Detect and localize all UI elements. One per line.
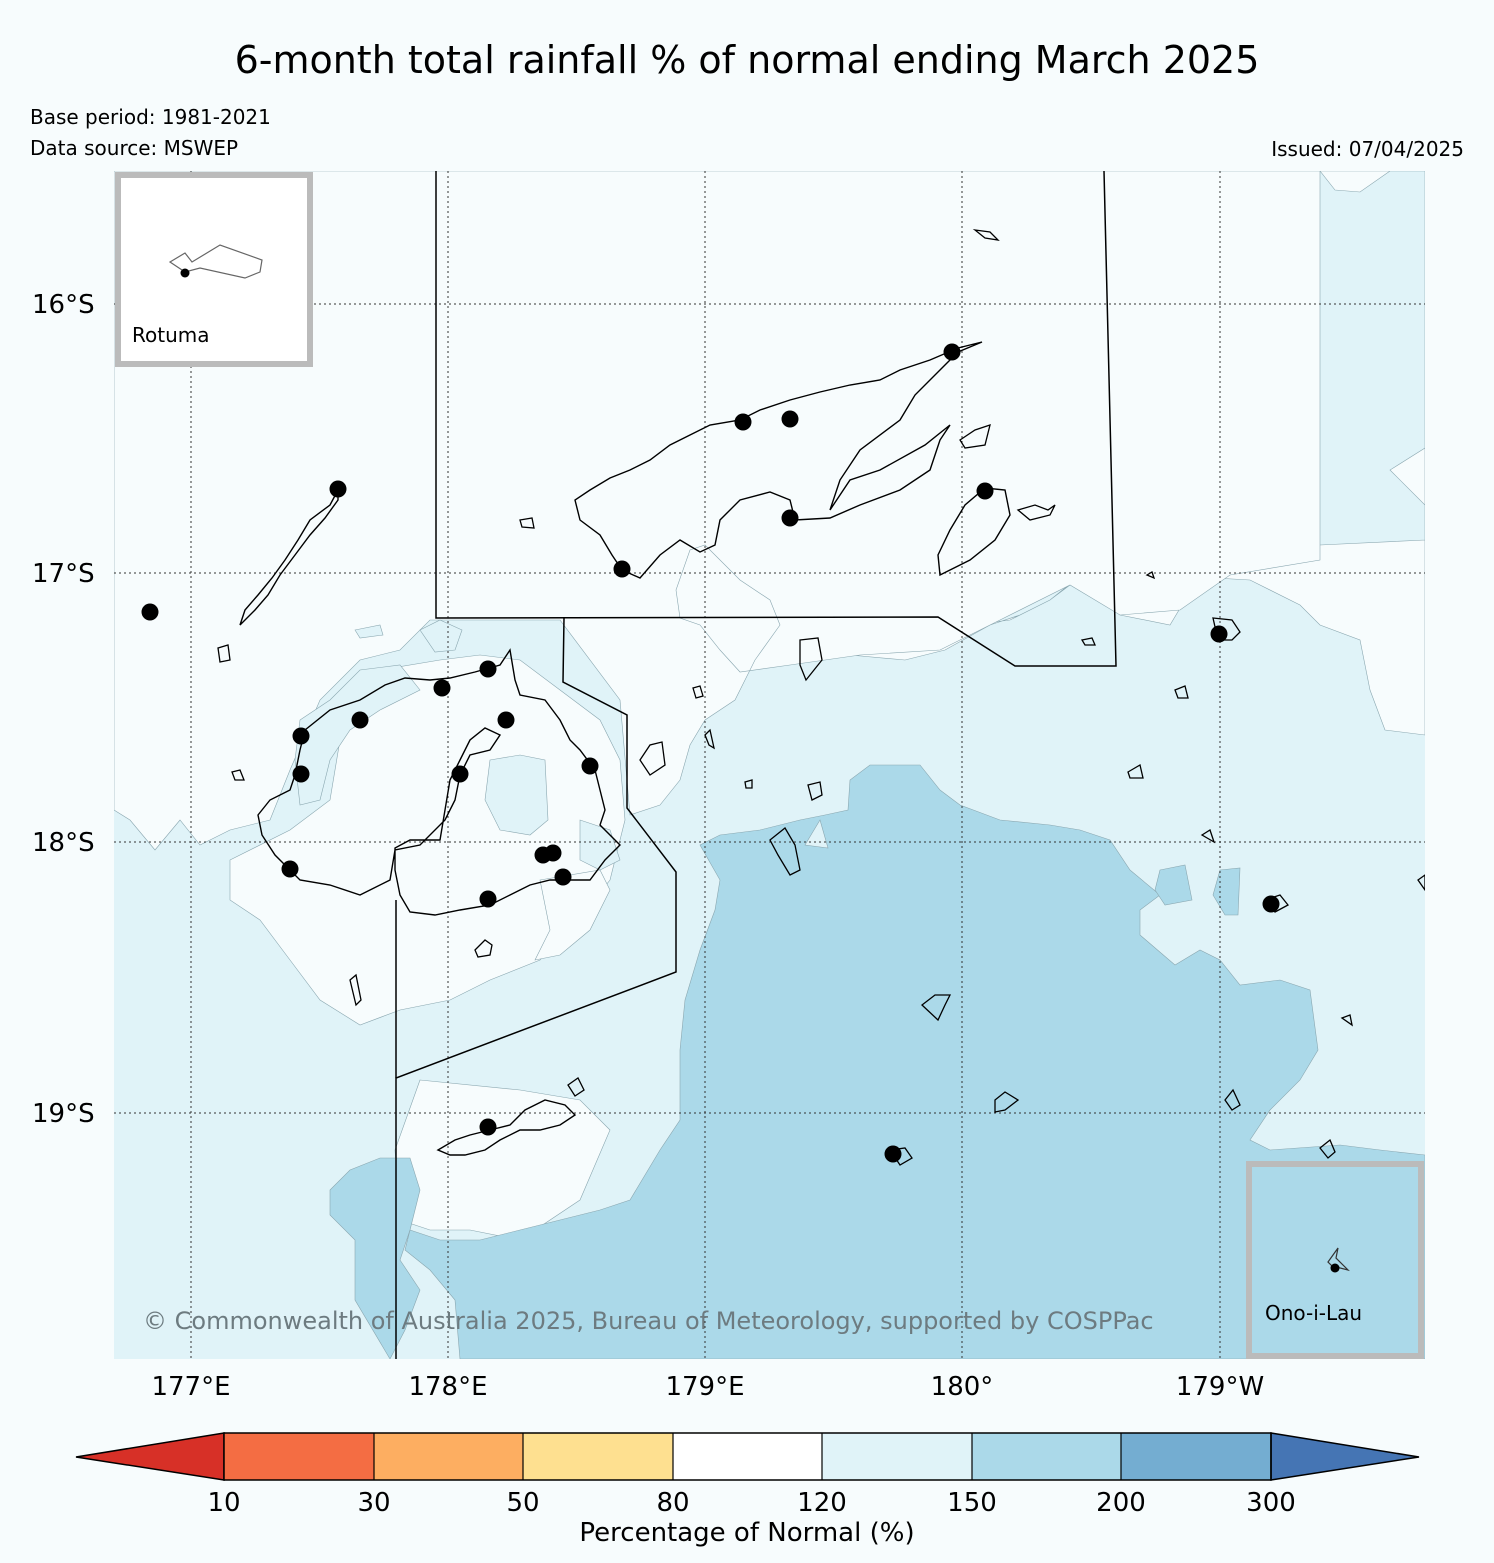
lon-label-179w: 179°W xyxy=(1176,1372,1264,1402)
region-80-120-islet3 xyxy=(804,819,829,849)
taveuni-coast xyxy=(937,487,1011,577)
yasawa-coast xyxy=(239,489,339,626)
colorbar-swatch-120-150 xyxy=(822,1433,972,1480)
region-120-150-small2 xyxy=(354,624,384,639)
province-boundaries xyxy=(395,171,1117,1359)
lon-label-179e: 179°E xyxy=(665,1372,744,1402)
colorbar-tick-30: 30 xyxy=(357,1488,390,1518)
colorbar-tick-150: 150 xyxy=(947,1488,997,1518)
colorbar-swatch-50-80 xyxy=(523,1433,673,1480)
colorbar-tick-80: 80 xyxy=(656,1488,689,1518)
region-80-120-north-main xyxy=(114,171,1321,851)
region-120-150-east xyxy=(579,819,621,871)
vitilevu-coast xyxy=(257,648,621,916)
lat-label-16s: 16°S xyxy=(32,290,95,320)
colorbar-extend-low xyxy=(75,1432,225,1481)
map-frame: © Commonwealth of Australia 2025, Bureau… xyxy=(114,171,1425,1359)
colorbar-swatch-30-50 xyxy=(374,1433,523,1480)
lat-label-19s: 19°S xyxy=(32,1099,95,1129)
lon-label-177e: 177°E xyxy=(151,1372,230,1402)
rotuma-island-shape xyxy=(168,244,263,279)
issued-date: Issued: 07/04/2025 xyxy=(1271,137,1464,161)
region-120-150-central xyxy=(484,754,549,836)
inset-ono-i-lau: Ono-i-Lau xyxy=(1246,1161,1424,1359)
base-period: Base period: 1981-2021 xyxy=(30,105,271,129)
region-150-200-east xyxy=(404,764,1425,1359)
colorbar: 10 30 50 80 120 150 200 300 Percentage o… xyxy=(75,1432,1420,1548)
data-source: Data source: MSWEP xyxy=(30,136,239,160)
colorbar-swatch-10-30 xyxy=(224,1433,374,1480)
colorbar-tick-10: 10 xyxy=(207,1488,240,1518)
lat-label-18s: 18°S xyxy=(32,828,95,858)
copyright-text: © Commonwealth of Australia 2025, Bureau… xyxy=(143,1307,1154,1335)
colorbar-tick-50: 50 xyxy=(506,1488,539,1518)
region-150-200-islet1 xyxy=(1154,864,1193,906)
lat-label-17s: 17°S xyxy=(32,559,95,589)
colorbar-swatch-80-120 xyxy=(673,1433,822,1480)
station-markers xyxy=(141,343,1280,1163)
region-80-120-vanualevu-south xyxy=(534,869,611,961)
colorbar-swatch-200-300 xyxy=(1121,1433,1271,1480)
colorbar-swatch-150-200 xyxy=(972,1433,1121,1480)
region-120-150-small1 xyxy=(419,619,463,653)
region-150-200-islet2 xyxy=(1212,867,1241,916)
graticule xyxy=(114,171,1425,1359)
region-150-200-southwest xyxy=(329,1157,421,1359)
map-title: 6-month total rainfall % of normal endin… xyxy=(234,38,1260,82)
vanualevu-coast xyxy=(574,341,983,579)
colorbar-label: Percentage of Normal (%) xyxy=(579,1518,914,1548)
lon-label-180: 180° xyxy=(931,1372,994,1402)
inset-label-rotuma: Rotuma xyxy=(132,323,210,347)
colorbar-tick-300: 300 xyxy=(1246,1488,1296,1518)
colorbar-tick-200: 200 xyxy=(1096,1488,1146,1518)
colorbar-tick-120: 120 xyxy=(797,1488,847,1518)
inset-rotuma: Rotuma xyxy=(115,172,313,367)
small-islands xyxy=(217,229,1425,1166)
ono-i-lau-island-shape xyxy=(1327,1247,1350,1272)
colorbar-extend-high xyxy=(1270,1432,1420,1481)
lon-label-178e: 178°E xyxy=(408,1372,487,1402)
inset-label-ono-i-lau: Ono-i-Lau xyxy=(1265,1301,1362,1325)
